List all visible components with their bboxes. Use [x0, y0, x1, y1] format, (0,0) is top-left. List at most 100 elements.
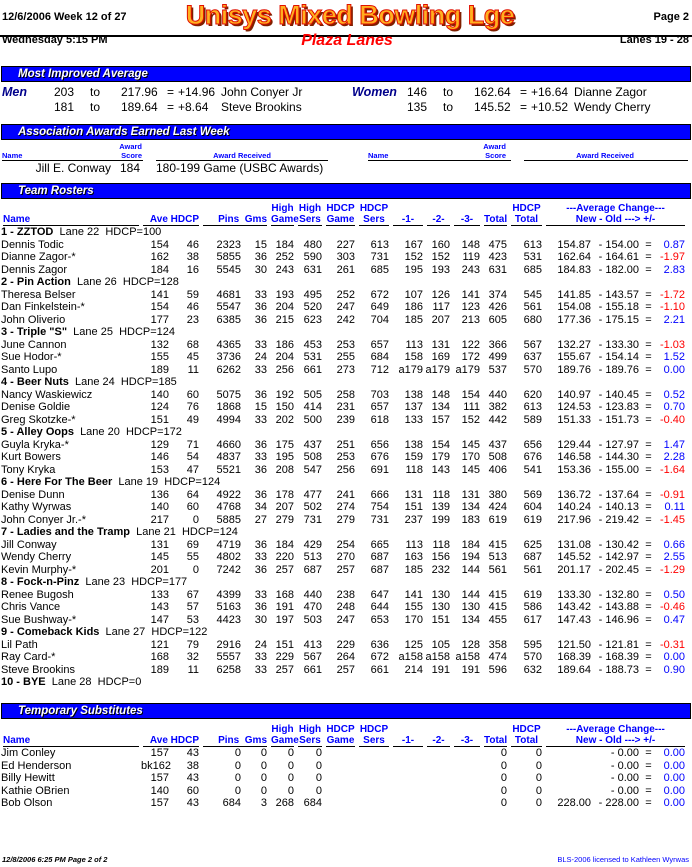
cell-avg-old: - 132.80: [598, 588, 639, 601]
awards-col-award: Award: [119, 142, 142, 151]
cell-high-sers: 413: [303, 638, 322, 651]
men-eq: =: [167, 100, 175, 114]
cell-eq: =: [645, 501, 652, 513]
cell-game-3: [452, 772, 482, 785]
col-header-label: High Sers: [298, 203, 322, 226]
cell-hdcp-total: 632: [523, 663, 542, 676]
rosters-table-wrap: Name Ave HDCP Pins Gms High Game High Sers HD…: [1, 202, 687, 689]
cell-name: Kathie OBrien: [1, 784, 70, 797]
cell-avg-diff: 2.21: [663, 313, 686, 326]
cell-game-2: 179: [431, 451, 450, 463]
team-name: 4 - Beer Nuts: [1, 376, 69, 388]
cell-hdcp-sers: 657: [370, 401, 389, 413]
cell-gms: 36: [254, 488, 267, 501]
team-header: 2 - Pin Action Lane 26 HDCP=128: [1, 276, 687, 289]
cell-hdcp-game: 264: [336, 651, 355, 663]
cell-hdcp-game: 239: [336, 413, 355, 426]
cell-total: 455: [488, 613, 507, 626]
player-row: Ray Card-* 168 32 5557 33 229 567 264 672 a158 a15…: [1, 651, 687, 664]
cell-high-sers: 513: [303, 551, 322, 563]
cell-high-sers: 495: [303, 288, 322, 301]
cell-hdcp-game: 257: [336, 663, 355, 676]
cell-gms: 36: [254, 438, 267, 451]
cell-hdcp-sers: 676: [370, 451, 389, 463]
cell-hdcp-game: 238: [336, 588, 355, 601]
col-header-hdcp-game: HDCP Game: [324, 723, 357, 747]
cell-game-2: 130: [431, 588, 450, 601]
player-row: Tony Kryka 153 47 5521 36 208 547 256 691 118 143 1…: [1, 464, 687, 477]
cell-total: 537: [488, 363, 507, 376]
cell-high-game: 195: [275, 451, 294, 463]
team-name: 1 - ZZTOD: [1, 226, 54, 238]
cell-hdcp: 55: [186, 551, 199, 563]
cell-avg-old: - 151.73: [598, 413, 639, 426]
cell-avg-new: 147.43: [557, 613, 591, 626]
col-header-high-sers: High Sers: [296, 723, 324, 747]
cell-total: 366: [488, 338, 507, 351]
award-name: Jill E. Conway: [35, 161, 111, 175]
cell-avg-diff: 0.70: [663, 401, 686, 413]
men-name: Steve Brookins: [221, 100, 302, 114]
team-header: 6 - Here For The Beer Lane 19 HDCP=124: [1, 476, 687, 489]
cell-eq: =: [645, 413, 652, 426]
cell-game-3: 170: [461, 451, 480, 463]
cell-name: Theresa Belser: [1, 288, 76, 301]
cell-total: 358: [488, 638, 507, 651]
cell-ave: 162: [150, 251, 169, 263]
cell-gms: 33: [254, 288, 267, 301]
col-header-game-3: -3-: [452, 202, 482, 226]
cell-gms: 33: [254, 663, 267, 676]
cell-hdcp-total: 625: [523, 538, 542, 551]
cell-high-sers: 414: [303, 401, 322, 413]
team-lane: Lane 21: [129, 526, 182, 538]
cell-hdcp: 0: [192, 563, 199, 576]
cell-ave: 145: [150, 551, 169, 563]
cell-name: Guyla Kryka-*: [1, 438, 69, 451]
cell-gms: 15: [254, 401, 267, 413]
cell-game-1: [391, 760, 425, 773]
cell-avg-old: - 164.61: [598, 251, 639, 263]
cell-high-game: 0: [287, 759, 294, 772]
cell-hdcp: 11: [187, 663, 199, 676]
cell-game-1: 170: [404, 613, 423, 626]
cell-avg-old: - 168.39: [598, 651, 639, 663]
cell-high-game: 220: [275, 551, 294, 563]
cell-avg-new: 154.87: [557, 238, 591, 251]
cell-avg-old: - 140.13: [598, 501, 639, 513]
cell-hdcp-total: 0: [535, 784, 542, 797]
cell-pins: 5547: [216, 301, 241, 313]
cell-hdcp-game: [324, 747, 357, 760]
cell-high-game: 204: [275, 351, 294, 363]
cell-eq: =: [645, 651, 652, 663]
cell-name: Ray Card-*: [1, 651, 56, 663]
player-row: Dan Finkelstein-* 154 46 5547 36 204 520 247 649…: [1, 301, 687, 314]
cell-avg-old: - 140.45: [598, 388, 639, 401]
cell-avg-diff: -0.40: [659, 413, 686, 426]
cell-avg-new: [544, 747, 593, 760]
cell-hdcp: 45: [186, 351, 199, 363]
cell-pins: 7242: [216, 563, 241, 576]
cell-avg-old: - 154.00: [598, 238, 639, 251]
cell-hdcp-game: 253: [336, 451, 355, 463]
team-name: 9 - Comeback Kids: [1, 626, 100, 638]
men-diff: +8.64: [178, 100, 209, 114]
cell-name: Dan Finkelstein-*: [1, 301, 85, 313]
col-header-label: Ave HDCP: [143, 214, 199, 226]
cell-game-3: 144: [461, 563, 480, 576]
cell-game-3: 172: [461, 351, 480, 363]
cell-avg-new: 153.36: [557, 463, 591, 476]
cell-gms: 33: [254, 551, 267, 563]
cell-game-1: 113: [405, 338, 423, 351]
cell-pins: 5557: [216, 651, 241, 663]
divider: [524, 160, 688, 161]
cell-hdcp-total: 561: [523, 301, 542, 313]
cell-game-2: 199: [431, 513, 450, 526]
cell-eq: =: [645, 301, 652, 313]
cell-avg-diff: -0.46: [659, 601, 686, 613]
cell-hdcp-total: 0: [535, 772, 542, 784]
cell-avg-new: 131.08: [557, 538, 591, 551]
cell-name: Kevin Murphy-*: [1, 563, 77, 576]
cell-hdcp-total: 685: [523, 263, 542, 276]
cell-hdcp-game: 253: [336, 338, 355, 351]
cell-high-game: 257: [275, 663, 294, 676]
